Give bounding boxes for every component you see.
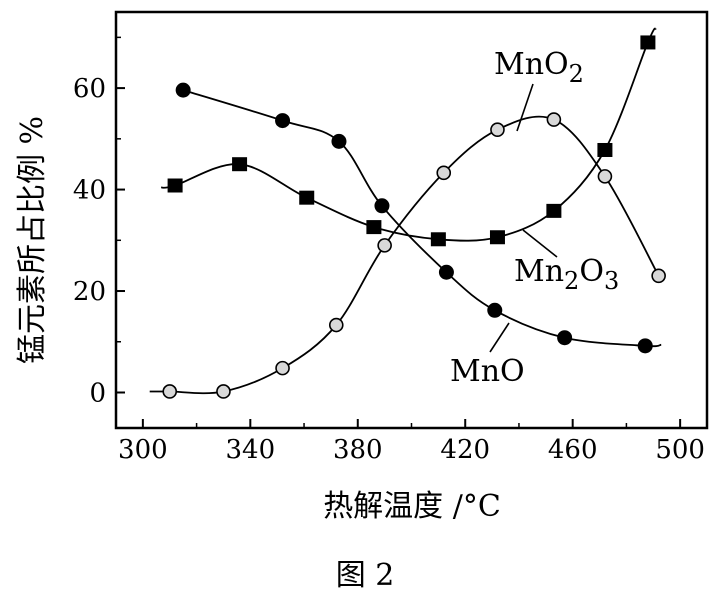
y-axis-title: 锰元素所占比例 % — [15, 116, 50, 364]
data-point-open-circle — [216, 384, 231, 399]
data-point-open-circle — [377, 238, 392, 253]
data-point-open-circle — [546, 112, 562, 127]
figure-caption: 图 2 — [336, 558, 395, 593]
data-point-filled-circle — [557, 330, 573, 346]
x-tick-label: 500 — [655, 435, 705, 465]
y-tick-label: 0 — [89, 378, 106, 408]
series-leader-line — [522, 229, 558, 258]
data-point-filled-circle — [275, 113, 291, 129]
data-point-square — [597, 142, 613, 157]
x-tick-label: 420 — [440, 435, 490, 465]
y-tick-label: 60 — [73, 74, 106, 104]
data-point-open-circle — [597, 169, 613, 184]
plot-border — [114, 10, 709, 430]
x-tick-label: 300 — [118, 435, 168, 465]
data-point-square — [430, 232, 446, 247]
data-point-filled-circle — [487, 302, 503, 318]
y-tick-label: 20 — [73, 277, 106, 307]
data-point-open-circle — [328, 317, 344, 333]
data-point-filled-circle — [374, 198, 390, 214]
data-point-square — [489, 230, 505, 245]
axis-ticks: 300 340 380 420 460 500 0 20 40 60 — [73, 36, 705, 465]
data-point-square — [299, 190, 315, 205]
data-point-filled-circle — [175, 82, 191, 98]
series-leader-line — [516, 83, 534, 132]
data-point-filled-circle — [637, 338, 653, 354]
data-point-open-circle — [436, 165, 452, 181]
data-point-open-circle — [275, 360, 290, 376]
data-point-square — [167, 178, 183, 193]
series-markers — [162, 35, 666, 399]
y-tick-label: 40 — [73, 176, 106, 206]
x-tick-label: 380 — [333, 435, 383, 465]
series-labels: MnO2 Mn2O3 MnO — [450, 47, 619, 389]
series-label-2: MnO — [450, 354, 525, 389]
plot-frame — [114, 10, 709, 430]
data-point-filled-circle — [438, 264, 454, 280]
series-label-1: Mn2O3 — [514, 254, 619, 295]
data-point-open-circle — [490, 122, 505, 137]
series-label-0: MnO2 — [494, 47, 584, 88]
data-point-open-circle — [162, 384, 178, 399]
x-tick-label: 340 — [225, 435, 275, 465]
data-point-square — [640, 35, 656, 50]
data-point-filled-circle — [331, 133, 347, 149]
x-axis-title: 热解温度 /°C — [323, 489, 501, 524]
series-line-2 — [182, 89, 662, 348]
x-tick-label: 460 — [548, 435, 598, 465]
data-point-square — [366, 220, 382, 235]
series-leader-line — [489, 322, 510, 353]
data-point-square — [232, 157, 248, 172]
series-curves — [149, 27, 662, 395]
data-point-square — [546, 203, 562, 218]
data-point-open-circle — [651, 268, 666, 284]
